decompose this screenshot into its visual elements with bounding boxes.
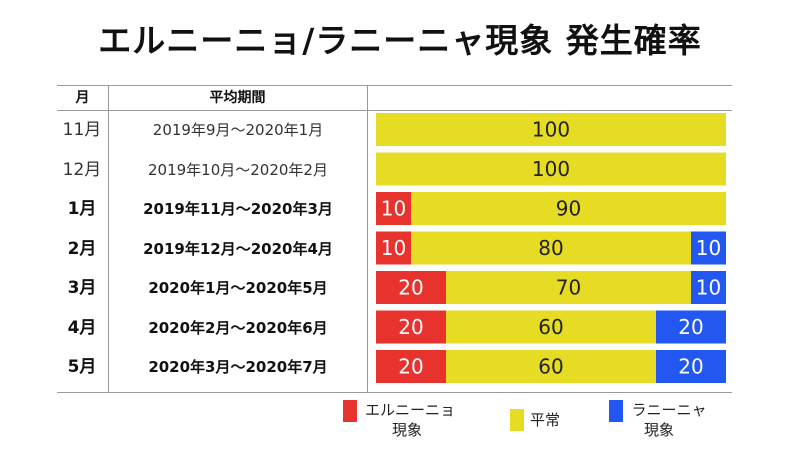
bar-segment-normal: [446, 350, 656, 383]
bar-value-label: 60: [538, 315, 563, 339]
bar-value-label: 90: [556, 197, 581, 221]
period-cell: 2020年3月～2020年7月: [148, 358, 328, 376]
bar-segment-el-nino: [376, 231, 411, 265]
bar-segment-la-nina: [691, 271, 726, 304]
bar-segment-normal: [446, 271, 691, 304]
legend-label-la-nina: ラニーニャ 現象: [624, 400, 714, 440]
bar-value-label: 80: [538, 236, 563, 260]
table-top-border: [57, 85, 732, 86]
bar-value-label: 20: [398, 276, 423, 300]
bar-value-label: 10: [696, 236, 721, 260]
bar-value-label: 70: [556, 276, 581, 300]
bar-segment-el-nino: [376, 350, 446, 383]
legend-label-el-nino-line2: 現象: [391, 421, 422, 439]
month-cell: 4月: [67, 317, 97, 338]
bar-segment-normal: [446, 310, 656, 344]
bar-segment-la-nina: [656, 310, 726, 344]
bar-value-label: 60: [538, 355, 563, 379]
bar-segment-normal: [376, 113, 726, 146]
month-column-divider: [108, 85, 109, 392]
legend-swatch-el-nino: [343, 400, 357, 422]
bar-segment-normal: [376, 152, 726, 186]
bar-segment-normal: [411, 231, 691, 265]
period-cell: 2019年11月～2020年3月: [143, 200, 333, 218]
period-header: 平均期間: [209, 90, 266, 106]
period-column-divider: [367, 85, 368, 392]
month-cell: 2月: [67, 238, 97, 259]
month-cell: 3月: [67, 278, 97, 298]
bar-value-label: 100: [532, 118, 570, 142]
month-cell: 11月: [62, 120, 102, 140]
legend-label-la-nina-line1: ラニーニャ: [631, 401, 707, 419]
month-cell: 12月: [62, 159, 102, 180]
bar-value-label: 20: [398, 315, 423, 339]
bar-value-label: 10: [381, 197, 406, 221]
period-cell: 2020年2月～2020年6月: [148, 318, 328, 337]
month-cell: 1月: [67, 199, 97, 219]
legend-swatch-normal: [510, 409, 524, 431]
legend-label-el-nino: エルニーニョ 現象: [358, 400, 462, 440]
legend-label-la-nina-line2: 現象: [643, 421, 674, 439]
period-cell: 2019年9月～2020年1月: [152, 121, 324, 139]
bar-segment-la-nina: [656, 350, 726, 383]
bar-value-label: 100: [532, 157, 570, 181]
month-cell: 5月: [67, 357, 97, 377]
legend-label-el-nino-line1: エルニーニョ: [364, 401, 455, 419]
bar-value-label: 20: [398, 355, 423, 379]
bar-segment-la-nina: [691, 231, 726, 265]
period-cell: 2020年1月～2020年5月: [148, 279, 328, 297]
table-bottom-border: [57, 392, 732, 393]
bar-value-label: 20: [678, 355, 703, 379]
bar-value-label: 10: [381, 236, 406, 260]
legend-label-normal: 平常: [529, 411, 560, 429]
bar-segment-el-nino: [376, 192, 411, 225]
bar-segment-normal: [411, 192, 726, 225]
month-header: 月: [75, 90, 90, 106]
period-cell: 2019年12月～2020年4月: [143, 239, 333, 258]
bar-value-label: 20: [678, 315, 703, 339]
chart-title: エルニーニョ/ラニーニャ現象 発生確率: [98, 21, 702, 60]
bar-segment-el-nino: [376, 271, 446, 304]
bar-segment-el-nino: [376, 310, 446, 344]
period-cell: 2019年10月～2020年2月: [148, 160, 328, 179]
bar-value-label: 10: [696, 276, 721, 300]
header-bottom-border: [57, 110, 732, 111]
legend-swatch-la-nina: [609, 400, 623, 422]
